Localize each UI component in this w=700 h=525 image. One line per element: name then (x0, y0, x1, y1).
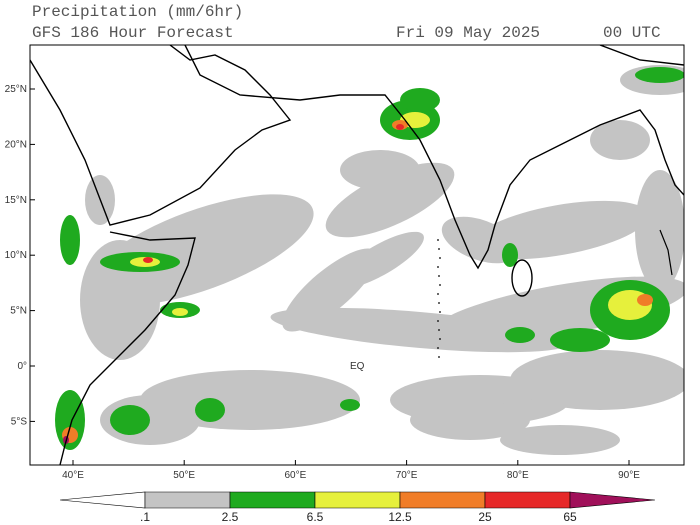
island (437, 320, 439, 322)
colorbar-swatch (484, 491, 571, 509)
colorbar-swatch (314, 491, 401, 509)
coastline (59, 231, 196, 465)
colorbar-label: .1 (140, 510, 150, 524)
island (439, 338, 441, 340)
time: 00 UTC (603, 24, 661, 42)
colorbar-label: 25 (478, 510, 492, 524)
island (437, 347, 439, 349)
lat-label: 25°N (5, 84, 27, 95)
precip-core (550, 328, 610, 352)
lat-label: 10°N (5, 250, 27, 261)
date: Fri 09 May 2025 (396, 24, 540, 42)
colorbar-swatch (59, 491, 146, 509)
lat-label: 5°S (11, 416, 28, 427)
precip-core (635, 67, 684, 83)
precip-core (505, 327, 535, 343)
colorbar-swatch (399, 491, 486, 509)
lon-label: 60°E (285, 470, 307, 481)
coastline (184, 45, 684, 270)
lon-label: 70°E (396, 470, 418, 481)
lon-label: 90°E (618, 470, 640, 481)
island (437, 293, 439, 295)
precip-core (637, 294, 653, 306)
colorbar-label: 2.5 (222, 510, 239, 524)
precip-core (110, 405, 150, 435)
subtitle: GFS 186 Hour Forecast (32, 24, 234, 42)
island (439, 284, 441, 286)
lat-label: 20°N (5, 139, 27, 150)
lat-label: 5°N (10, 306, 27, 317)
lat-label: 15°N (5, 195, 27, 206)
coastline (511, 259, 533, 297)
island (437, 266, 439, 268)
precip-core (60, 215, 80, 265)
colorbar-swatch (229, 491, 316, 509)
precip-area (441, 216, 519, 264)
precip-core (400, 88, 440, 112)
precip-area (336, 231, 424, 289)
precip-core (340, 399, 360, 411)
precip-core (143, 257, 153, 263)
coastline (599, 45, 684, 66)
precip-area (270, 307, 570, 353)
title: Precipitation (mm/6hr) (32, 3, 243, 21)
island (437, 239, 439, 241)
island (438, 248, 440, 250)
lat-label: 0° (17, 361, 27, 372)
lon-label: 50°E (173, 470, 195, 481)
island (438, 302, 440, 304)
precip-core (502, 243, 518, 267)
precip-area (510, 350, 684, 410)
axes: 25°N 20°N 15°N 10°N 5°N 0° 5°S 40°E 50°E 60°E 70°E… (5, 84, 641, 481)
precip-area (635, 170, 684, 290)
colorbar-label: 6.5 (307, 510, 324, 524)
precip-area (500, 425, 620, 455)
island (438, 356, 440, 358)
colorbar-label: 12.5 (388, 510, 412, 524)
island (438, 275, 440, 277)
coastline (30, 45, 292, 226)
colorbar-label: 65 (563, 510, 577, 524)
precip-area (340, 150, 420, 190)
island (439, 311, 441, 313)
precip-area (410, 400, 530, 440)
precip-area (590, 120, 650, 160)
equator-label: EQ (350, 361, 365, 372)
colorbar-swatch (144, 491, 231, 509)
precip-core (195, 398, 225, 422)
precip-area (325, 162, 455, 238)
island (438, 329, 440, 331)
island (439, 257, 441, 259)
lon-label: 40°E (62, 470, 84, 481)
precip-core (172, 308, 188, 316)
coastline (659, 229, 673, 276)
colorbar: .1 2.5 6.5 12.5 25 65 (59, 491, 656, 524)
colorbar-swatch (569, 491, 656, 509)
precip-core (396, 124, 404, 130)
map-area (30, 45, 684, 465)
lon-label: 80°E (507, 470, 529, 481)
